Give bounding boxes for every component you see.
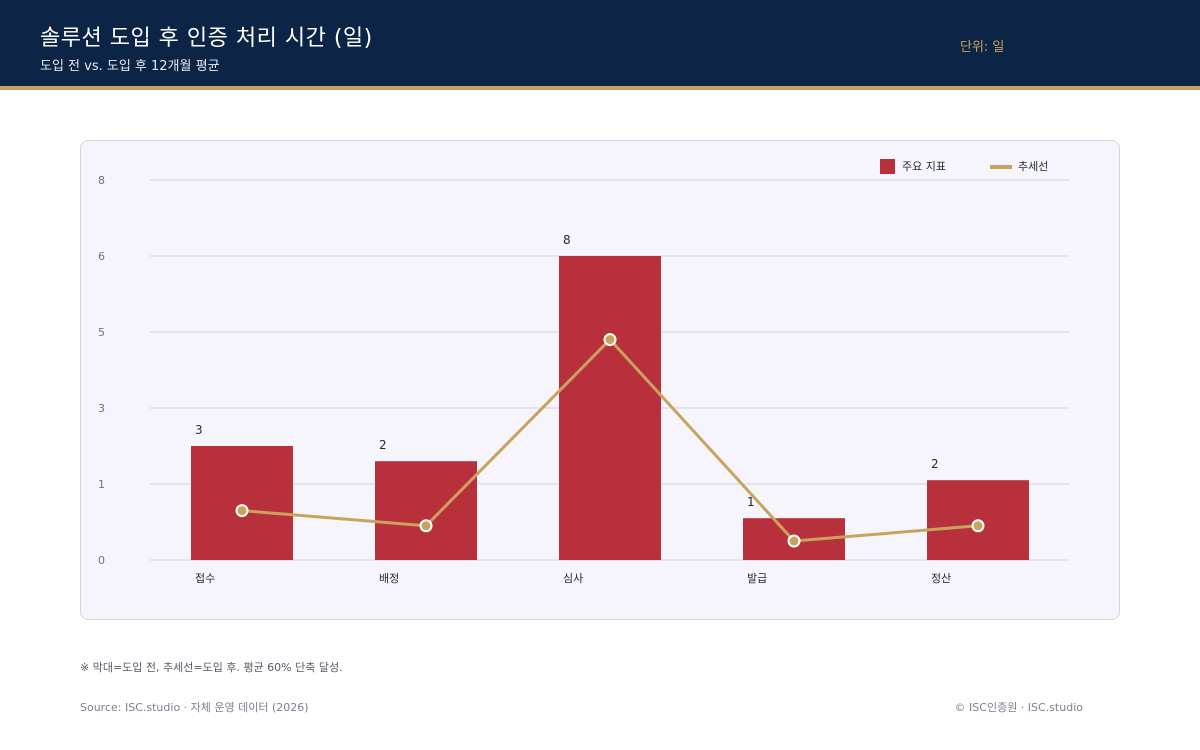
y-tick-label: 0 xyxy=(98,554,105,567)
header-accent-rule xyxy=(0,86,1200,90)
trend-point xyxy=(419,519,433,533)
bar xyxy=(375,461,477,560)
unit-label: 단위: 일 xyxy=(960,40,1005,55)
source-text: Source: ISC.studio · 자체 운영 데이터 (2026) xyxy=(80,701,309,714)
trend-point xyxy=(971,519,985,533)
trend-point xyxy=(603,333,617,347)
y-tick-label: 6 xyxy=(98,250,105,263)
y-tick-label: 5 xyxy=(98,326,105,339)
bar-value-label: 2 xyxy=(379,438,387,452)
y-tick-label: 3 xyxy=(98,402,105,415)
bar-value-label: 1 xyxy=(747,495,755,509)
y-tick-label: 1 xyxy=(98,478,105,491)
trend-point xyxy=(235,504,249,518)
page-title: 솔루션 도입 후 인증 처리 시간 (일) xyxy=(40,26,373,51)
trend-point xyxy=(787,534,801,548)
x-tick-label: 발급 xyxy=(747,572,767,585)
footnote: ※ 막대=도입 전, 추세선=도입 후. 평균 60% 단축 달성. xyxy=(80,661,343,674)
legend-line-label: 추세선 xyxy=(1018,160,1048,173)
trend-line-layer xyxy=(235,333,985,548)
legend-bar-label: 주요 지표 xyxy=(902,160,946,173)
copyright-text: © ISC인증원 · ISC.studio xyxy=(954,701,1083,714)
y-tick-label: 8 xyxy=(98,174,105,187)
legend-bar-swatch xyxy=(880,159,895,174)
bar-value-label: 2 xyxy=(931,457,939,471)
bar xyxy=(559,256,661,560)
x-tick-label: 심사 xyxy=(563,572,583,585)
x-tick-label: 접수 xyxy=(195,572,215,585)
x-tick-label: 배정 xyxy=(379,572,399,585)
header-bar xyxy=(0,0,1200,86)
page-subtitle: 도입 전 vs. 도입 후 12개월 평균 xyxy=(40,59,220,74)
x-tick-label: 정산 xyxy=(931,572,951,585)
bar-value-label: 8 xyxy=(563,233,571,247)
label-layer: 0 1 3 5 6 8 3 접수 2 배정 8 심사 1 발급 2 정산 xyxy=(98,174,951,585)
bar-value-label: 3 xyxy=(195,423,203,437)
bar xyxy=(191,446,293,560)
legend: 주요 지표 추세선 xyxy=(880,159,1048,174)
